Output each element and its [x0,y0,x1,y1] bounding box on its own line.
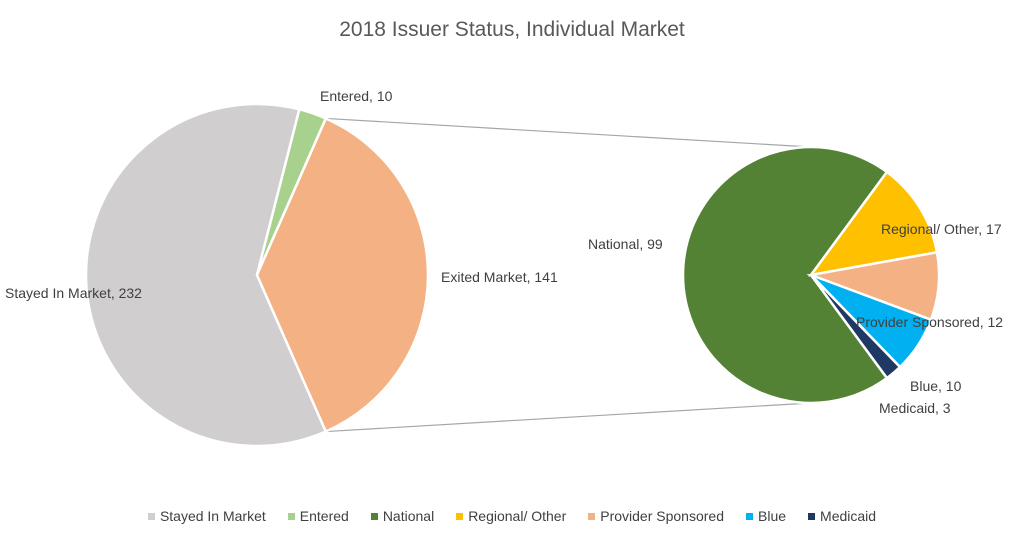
legend-label: Blue [758,508,787,524]
secondary-slice-medicaid [809,274,902,380]
data-label-blue: Blue, 10 [910,378,962,394]
data-label-entered: Entered, 10 [320,88,393,104]
legend-swatch [456,512,464,520]
legend-label: Entered [299,508,349,524]
legend: Stayed In Market Entered National Regional/… [0,508,1024,524]
legend-label: Provider Sponsored [600,508,724,524]
legend-item-provider-sponsored: Provider Sponsored [588,508,724,524]
data-label-medicaid: Medicaid, 3 [879,400,951,416]
secondary-slice-national [681,145,889,405]
data-label-provider-sponsored: Provider Sponsored, 12 [856,314,1003,330]
legend-label: Regional/ Other [468,508,567,524]
data-label-regional-other: Regional/ Other, 17 [881,221,1002,237]
data-labels: Stayed In Market, 232 Entered, 10 Exited M… [5,88,1003,416]
legend-swatch [808,512,816,520]
legend-item-entered: Entered [287,508,349,524]
legend-item-blue: Blue [746,508,786,524]
data-label-stayed-in-market: Stayed In Market, 232 [5,285,142,301]
legend-item-regional-other: Regional/ Other [456,508,566,524]
main-pie [84,102,430,448]
legend-label: National [382,508,435,524]
legend-swatch [588,512,596,520]
connector-line-top [325,117,812,148]
secondary-pie [681,145,941,405]
legend-swatch [370,512,378,520]
legend-swatch [147,512,155,520]
legend-item-stayed-in-market: Stayed In Market [147,508,266,524]
connector-line-bottom [325,402,812,433]
main-slice-exited-market [255,116,430,434]
secondary-slice-regional-other [808,170,939,277]
legend-swatch [287,512,295,520]
main-slice-stayed-in-market [84,102,328,448]
legend-item-national: National [370,508,435,524]
chart-title: 2018 Issuer Status, Individual Market [339,18,685,41]
legend-label: Medicaid [820,508,877,524]
legend-label: Stayed In Market [159,508,266,524]
legend-item-medicaid: Medicaid [808,508,876,524]
data-label-exited-market: Exited Market, 141 [441,269,558,285]
data-label-national: National, 99 [588,236,663,252]
connector-lines [325,117,812,433]
legend-swatch [746,512,753,520]
